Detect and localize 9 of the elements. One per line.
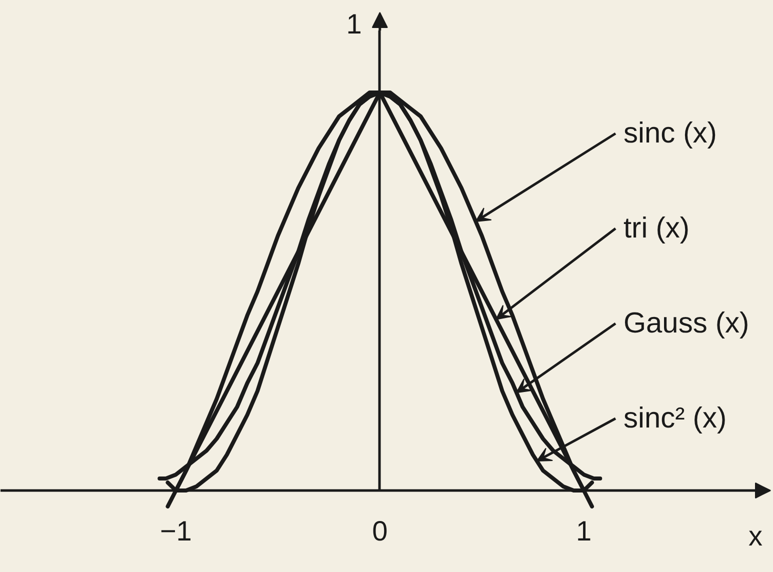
x-tick-label: 1 bbox=[576, 516, 592, 546]
x-tick-label: 0 bbox=[372, 516, 388, 546]
y-axis-title: 1 bbox=[346, 8, 362, 40]
x-axis-title: x bbox=[748, 520, 762, 552]
text: sinc (x) bbox=[624, 118, 717, 150]
series-label: sinc² (x) bbox=[624, 402, 727, 434]
text: Gauss (x) bbox=[624, 308, 750, 340]
x-tick-label: −1 bbox=[160, 516, 192, 546]
text: tri (x) bbox=[624, 212, 690, 244]
